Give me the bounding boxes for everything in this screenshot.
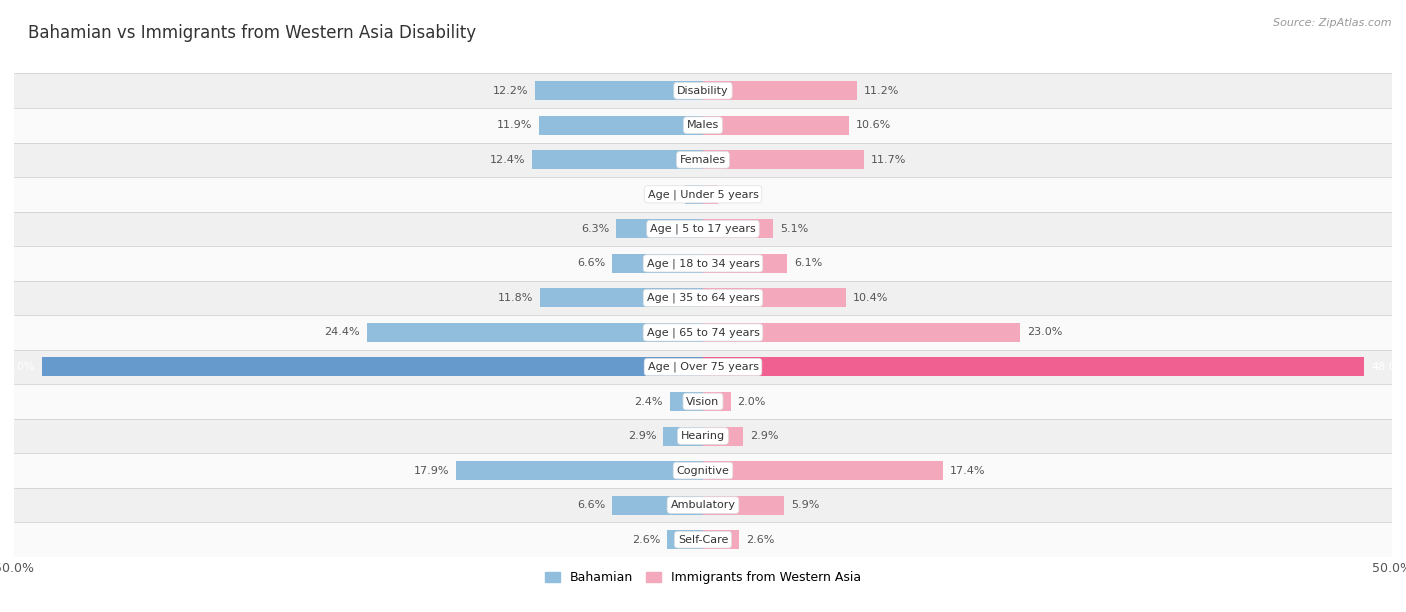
Text: Age | Under 5 years: Age | Under 5 years xyxy=(648,189,758,200)
Bar xyxy=(703,392,731,411)
Bar xyxy=(703,81,858,100)
Text: 2.6%: 2.6% xyxy=(631,535,661,545)
Bar xyxy=(42,357,703,376)
Legend: Bahamian, Immigrants from Western Asia: Bahamian, Immigrants from Western Asia xyxy=(540,566,866,589)
Bar xyxy=(703,116,849,135)
Bar xyxy=(14,281,1392,315)
Text: 11.7%: 11.7% xyxy=(872,155,907,165)
Text: 1.3%: 1.3% xyxy=(650,189,678,200)
Bar xyxy=(703,219,773,238)
Text: Age | Over 75 years: Age | Over 75 years xyxy=(648,362,758,372)
Bar xyxy=(540,288,703,307)
Text: 12.2%: 12.2% xyxy=(492,86,529,95)
Text: 5.1%: 5.1% xyxy=(780,224,808,234)
Bar xyxy=(703,357,1364,376)
Bar xyxy=(669,392,703,411)
Text: 11.8%: 11.8% xyxy=(498,293,533,303)
Text: 5.9%: 5.9% xyxy=(792,500,820,510)
Text: 2.9%: 2.9% xyxy=(627,431,657,441)
Text: 2.4%: 2.4% xyxy=(634,397,664,406)
Text: Self-Care: Self-Care xyxy=(678,535,728,545)
Text: 2.9%: 2.9% xyxy=(749,431,779,441)
Bar xyxy=(14,212,1392,246)
Bar xyxy=(531,151,703,170)
Text: Ambulatory: Ambulatory xyxy=(671,500,735,510)
Text: 48.0%: 48.0% xyxy=(0,362,35,372)
Text: Vision: Vision xyxy=(686,397,720,406)
Bar xyxy=(703,427,742,446)
Bar xyxy=(14,453,1392,488)
Text: 24.4%: 24.4% xyxy=(325,327,360,337)
Text: 11.2%: 11.2% xyxy=(865,86,900,95)
Text: 12.4%: 12.4% xyxy=(489,155,526,165)
Text: 48.0%: 48.0% xyxy=(1371,362,1406,372)
Bar xyxy=(703,254,787,273)
Bar xyxy=(668,530,703,549)
Bar xyxy=(14,108,1392,143)
Bar xyxy=(14,419,1392,453)
Bar xyxy=(14,349,1392,384)
Text: 10.6%: 10.6% xyxy=(856,120,891,130)
Bar xyxy=(367,323,703,342)
Text: 17.9%: 17.9% xyxy=(413,466,450,476)
Bar xyxy=(14,315,1392,349)
Bar xyxy=(538,116,703,135)
Text: 6.6%: 6.6% xyxy=(576,500,605,510)
Text: 6.3%: 6.3% xyxy=(581,224,609,234)
Bar xyxy=(703,496,785,515)
Bar xyxy=(703,461,943,480)
Text: Age | 35 to 64 years: Age | 35 to 64 years xyxy=(647,293,759,303)
Bar xyxy=(703,185,718,204)
Text: 10.4%: 10.4% xyxy=(853,293,889,303)
Text: Disability: Disability xyxy=(678,86,728,95)
Text: Age | 5 to 17 years: Age | 5 to 17 years xyxy=(650,223,756,234)
Bar xyxy=(703,530,738,549)
Text: Source: ZipAtlas.com: Source: ZipAtlas.com xyxy=(1274,18,1392,28)
Bar xyxy=(703,323,1019,342)
Text: Hearing: Hearing xyxy=(681,431,725,441)
Bar xyxy=(703,151,865,170)
Bar xyxy=(534,81,703,100)
Text: 2.6%: 2.6% xyxy=(745,535,775,545)
Text: 2.0%: 2.0% xyxy=(738,397,766,406)
Text: 11.9%: 11.9% xyxy=(496,120,531,130)
Text: Age | 18 to 34 years: Age | 18 to 34 years xyxy=(647,258,759,269)
Bar xyxy=(612,254,703,273)
Text: 6.1%: 6.1% xyxy=(794,258,823,269)
Bar xyxy=(14,488,1392,523)
Text: Cognitive: Cognitive xyxy=(676,466,730,476)
Bar xyxy=(14,143,1392,177)
Bar xyxy=(616,219,703,238)
Bar xyxy=(14,73,1392,108)
Bar xyxy=(14,177,1392,212)
Bar xyxy=(14,523,1392,557)
Text: 17.4%: 17.4% xyxy=(949,466,986,476)
Text: 1.1%: 1.1% xyxy=(725,189,754,200)
Bar xyxy=(457,461,703,480)
Text: 23.0%: 23.0% xyxy=(1026,327,1062,337)
Bar xyxy=(703,288,846,307)
Text: Bahamian vs Immigrants from Western Asia Disability: Bahamian vs Immigrants from Western Asia… xyxy=(28,24,477,42)
Bar xyxy=(685,185,703,204)
Text: Age | 65 to 74 years: Age | 65 to 74 years xyxy=(647,327,759,338)
Bar xyxy=(664,427,703,446)
Text: 6.6%: 6.6% xyxy=(576,258,605,269)
Bar xyxy=(14,246,1392,281)
Text: Males: Males xyxy=(688,120,718,130)
Text: Females: Females xyxy=(681,155,725,165)
Bar xyxy=(14,384,1392,419)
Bar xyxy=(612,496,703,515)
